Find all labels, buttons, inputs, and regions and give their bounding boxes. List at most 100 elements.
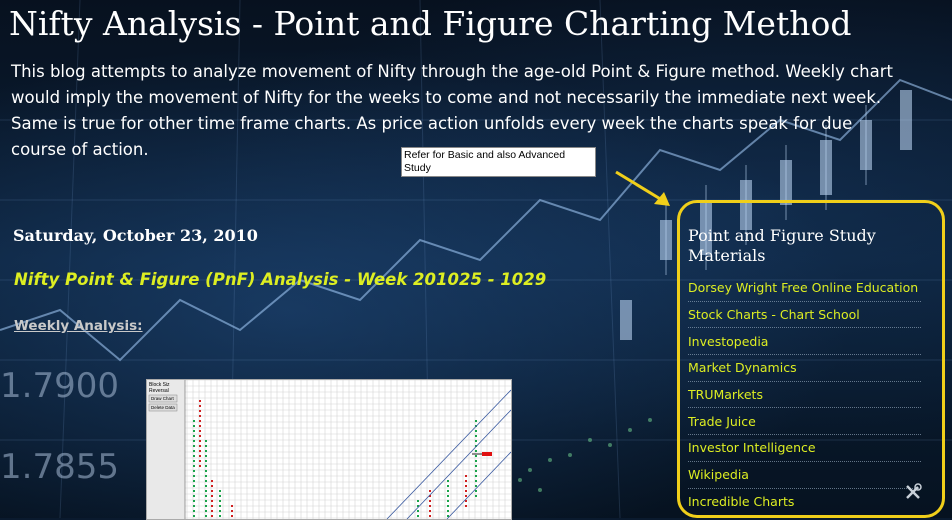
pnf-mark	[193, 465, 195, 467]
pnf-mark	[211, 510, 213, 512]
pnf-mark	[193, 425, 195, 427]
pnf-mark	[199, 440, 201, 442]
pnf-mark	[219, 505, 221, 507]
pnf-mark	[211, 490, 213, 492]
pnf-mark	[193, 455, 195, 457]
pnf-mark	[199, 465, 201, 467]
list-item: Incredible Charts	[688, 489, 921, 515]
pnf-mark	[465, 505, 467, 507]
link-trade-juice[interactable]: Trade Juice	[688, 413, 756, 429]
link-stock-charts[interactable]: Stock Charts - Chart School	[688, 307, 860, 323]
pnf-mark	[193, 435, 195, 437]
pnf-mark	[199, 415, 201, 417]
pnf-mark	[193, 490, 195, 492]
pnf-mark	[429, 495, 431, 497]
link-market-dynamics[interactable]: Market Dynamics	[688, 360, 797, 376]
arrow-icon	[615, 170, 670, 206]
pnf-mark	[211, 480, 213, 482]
link-incredible-charts[interactable]: Incredible Charts	[688, 493, 795, 509]
pnf-mark	[475, 470, 477, 472]
list-item: Wikipedia	[688, 462, 921, 489]
study-materials-box	[677, 200, 945, 518]
pnf-mark	[447, 505, 449, 507]
link-dorsey-wright[interactable]: Dorsey Wright Free Online Education	[688, 280, 919, 296]
link-wikipedia[interactable]: Wikipedia	[688, 467, 749, 483]
pnf-mark	[193, 510, 195, 512]
pnf-mark	[429, 500, 431, 502]
reversal-label: Reversal	[149, 388, 169, 394]
pnf-mark	[447, 500, 449, 502]
pnf-mark	[211, 515, 213, 517]
pnf-mark	[205, 455, 207, 457]
delete-data-label: Delete Data	[151, 405, 175, 410]
pnf-mark	[193, 505, 195, 507]
pnf-mark	[205, 510, 207, 512]
pnf-mark	[193, 515, 195, 517]
tooltip: Refer for Basic and also Advanced Study	[401, 147, 596, 177]
list-item: Market Dynamics	[688, 355, 921, 382]
pnf-mark	[231, 515, 233, 517]
background-number: 1.7900	[0, 366, 119, 406]
tools-icon[interactable]	[904, 483, 922, 501]
pnf-mark	[465, 490, 467, 492]
pnf-mark	[231, 505, 233, 507]
pnf-mark	[193, 440, 195, 442]
pnf-mark	[205, 465, 207, 467]
pnf-mark	[199, 420, 201, 422]
pnf-mark	[205, 475, 207, 477]
pnf-mark	[205, 485, 207, 487]
pnf-mark	[417, 505, 419, 507]
pnf-mark	[475, 490, 477, 492]
pnf-mark	[465, 500, 467, 502]
pnf-chart-image[interactable]: Block Siz Reversal Draw Chart Delete Dat…	[146, 379, 512, 520]
pnf-mark	[205, 440, 207, 442]
pnf-mark	[475, 435, 477, 437]
post-date: Saturday, October 23, 2010	[13, 226, 258, 245]
pnf-mark	[429, 490, 431, 492]
blog-title[interactable]: Nifty Analysis - Point and Figure Charti…	[9, 4, 852, 43]
list-item: Trade Juice	[688, 408, 921, 436]
pnf-mark	[199, 425, 201, 427]
pnf-mark	[475, 445, 477, 447]
pnf-mark	[199, 410, 201, 412]
pnf-mark	[475, 465, 477, 467]
pnf-mark	[205, 460, 207, 462]
pnf-mark	[199, 405, 201, 407]
pnf-mark	[475, 455, 477, 457]
pnf-mark	[465, 485, 467, 487]
pnf-mark	[475, 495, 477, 497]
pnf-mark	[211, 495, 213, 497]
pnf-mark	[475, 430, 477, 432]
pnf-mark	[205, 515, 207, 517]
pnf-mark	[475, 475, 477, 477]
background-number: 1.7855	[0, 447, 119, 487]
pnf-mark	[205, 490, 207, 492]
pnf-mark	[447, 480, 449, 482]
pnf-mark	[465, 480, 467, 482]
weekly-analysis-link[interactable]: Weekly Analysis:	[14, 318, 143, 334]
pnf-mark	[199, 460, 201, 462]
post-title[interactable]: Nifty Point & Figure (PnF) Analysis - We…	[14, 270, 547, 289]
pnf-mark	[211, 505, 213, 507]
pnf-mark	[475, 460, 477, 462]
blog-description: This blog attempts to analyze movement o…	[11, 62, 893, 159]
link-investor-intelligence[interactable]: Investor Intelligence	[688, 440, 816, 456]
link-investopedia[interactable]: Investopedia	[688, 333, 769, 349]
pnf-chart-graphic: Block Siz Reversal Draw Chart Delete Dat…	[147, 380, 511, 519]
pnf-mark	[193, 430, 195, 432]
draw-chart-button[interactable]	[148, 394, 178, 403]
pnf-mark	[417, 515, 419, 517]
box-size-label: Block Siz	[149, 382, 170, 388]
pnf-mark	[193, 470, 195, 472]
pnf-mark	[447, 495, 449, 497]
pnf-mark	[447, 515, 449, 517]
list-item: Dorsey Wright Free Online Education	[688, 275, 921, 302]
pnf-mark	[211, 485, 213, 487]
pnf-mark	[193, 500, 195, 502]
pnf-mark	[199, 455, 201, 457]
pnf-mark	[475, 440, 477, 442]
pnf-mark	[219, 490, 221, 492]
link-trumarkets[interactable]: TRUMarkets	[688, 387, 763, 403]
pnf-mark	[429, 505, 431, 507]
delete-data-button[interactable]	[148, 403, 178, 412]
